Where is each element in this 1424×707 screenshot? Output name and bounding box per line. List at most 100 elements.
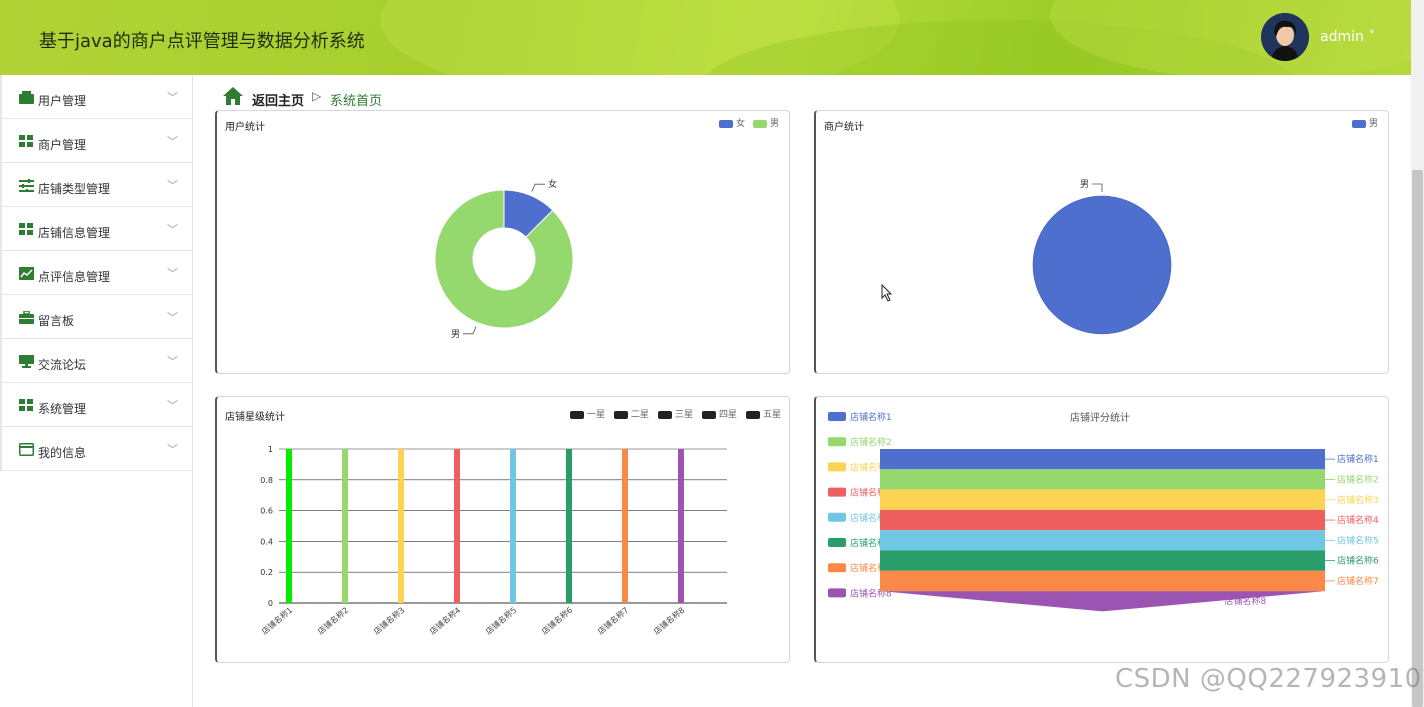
shop-rating-funnel-chart: 店铺名称1 店铺名称2 店铺名称3 店铺名称4 店铺名称5 店铺名称6 店铺名称7 店铺名称8… — [828, 411, 1379, 612]
wallet-icon — [19, 91, 34, 104]
legend-item[interactable]: 四星 — [702, 407, 737, 420]
legend-swatch — [702, 410, 716, 419]
sidebar-item-merchant-management[interactable]: 商户管理 ﹀ — [0, 119, 192, 163]
avatar[interactable] — [1261, 13, 1309, 61]
legend-swatch — [828, 437, 846, 447]
legend-swatch — [828, 487, 846, 497]
funnel-segment — [880, 550, 1325, 571]
x-tick-label: 店铺名称5 — [483, 605, 518, 637]
grid-icon — [19, 135, 33, 147]
chevron-down-icon: ﹀ — [167, 179, 178, 192]
user-pie-chart: 女男 — [434, 178, 574, 340]
sidebar-item-forum[interactable]: 交流论坛 ﹀ — [0, 339, 192, 383]
legend-label: 一星 — [587, 410, 606, 420]
funnel-label: 店铺名称3 — [1337, 494, 1379, 506]
pie-label-line — [463, 326, 477, 335]
bar — [342, 449, 348, 603]
x-tick-label: 店铺名称1 — [259, 605, 294, 637]
funnel-segment — [880, 591, 1325, 612]
funnel-segment — [880, 530, 1325, 551]
legend-item[interactable]: 五星 — [746, 407, 781, 420]
breadcrumb-separator: ▷ — [312, 89, 322, 103]
pie-slice — [1032, 195, 1172, 335]
bar — [286, 449, 292, 603]
sidebar-item-label: 留言板 — [38, 314, 75, 328]
grid-icon — [19, 223, 33, 235]
legend-swatch — [570, 410, 584, 419]
breadcrumb-current: 系统首页 — [330, 94, 383, 109]
sidebar-item-label: 我的信息 — [38, 446, 87, 460]
legend-item[interactable]: 男 — [1352, 116, 1378, 129]
sidebar-item-user-management[interactable]: 用户管理 ﹀ — [0, 75, 192, 119]
breadcrumb-home-link[interactable]: 返回主页 — [252, 94, 305, 109]
grid-icon — [19, 399, 33, 411]
legend-item[interactable]: 一星 — [570, 407, 605, 420]
chart-title: 店铺评分统计 — [1070, 413, 1130, 424]
bar — [678, 449, 684, 603]
legend-item[interactable]: 二星 — [614, 407, 649, 420]
chart-title: 用户统计 — [225, 122, 265, 133]
sidebar-item-my-info[interactable]: 我的信息 ﹀ — [0, 427, 192, 471]
y-tick-label: 1 — [268, 445, 273, 454]
sidebar-item-shop-info-management[interactable]: 店铺信息管理 ﹀ — [0, 207, 192, 251]
bar — [566, 449, 572, 603]
legend-label: 四星 — [719, 410, 738, 420]
scrollbar-thumb[interactable] — [1412, 170, 1423, 707]
x-tick-label: 店铺名称2 — [315, 605, 350, 637]
pie-label-line — [531, 183, 545, 192]
funnel-label: 店铺名称7 — [1337, 575, 1379, 587]
merchant-pie-chart: 男 — [1032, 179, 1172, 335]
top-header: 基于java的商户点评管理与数据分析系统 admin ˅ — [0, 0, 1411, 75]
chevron-down-icon: ﹀ — [167, 267, 178, 280]
home-icon[interactable] — [222, 86, 244, 106]
pie-label: 男 — [1080, 179, 1089, 190]
funnel-segment — [880, 570, 1325, 592]
sidebar-item-shop-type-management[interactable]: 店铺类型管理 ﹀ — [0, 163, 192, 207]
shop-star-panel: 店铺星级统计 一星 二星 三星 四星 五星 0 0.2 0.4 0.6 0.8 1 店铺名称… — [215, 396, 790, 663]
x-tick-label: 店铺名称8 — [651, 605, 686, 637]
y-tick-label: 0 — [268, 599, 273, 608]
pie-label: 女 — [548, 178, 557, 190]
briefcase-icon — [19, 311, 34, 324]
chart-title: 店铺星级统计 — [225, 412, 285, 423]
chevron-down-icon: ﹀ — [167, 91, 178, 104]
funnel-label: 店铺名称5 — [1337, 534, 1379, 546]
sidebar-item-label: 交流论坛 — [38, 358, 87, 372]
sidebar-item-label: 用户管理 — [38, 94, 87, 108]
bar — [454, 449, 460, 603]
legend-swatch — [828, 588, 846, 598]
legend-label: 男 — [770, 119, 780, 129]
legend-label: 三星 — [675, 410, 694, 420]
legend-label: 店铺名称1 — [850, 411, 892, 423]
pie-slice — [434, 189, 574, 329]
sidebar-item-label: 商户管理 — [38, 138, 87, 152]
chevron-down-icon: ﹀ — [167, 311, 178, 324]
line-chart-icon — [19, 267, 34, 280]
legend-item[interactable]: 男 — [753, 116, 779, 129]
funnel-label: 店铺名称1 — [1337, 453, 1379, 465]
sidebar-item-label: 系统管理 — [38, 402, 87, 416]
funnel-segment — [880, 489, 1325, 510]
chevron-down-icon: ﹀ — [167, 135, 178, 148]
shop-star-bar-chart: 0 0.2 0.4 0.6 0.8 1 店铺名称1 店铺名称2 店铺名称3 店铺名称4 店铺名称5 店… — [259, 445, 727, 637]
sidebar-item-label: 店铺类型管理 — [38, 182, 111, 196]
legend-label: 男 — [1369, 119, 1379, 129]
legend-item[interactable]: 女 — [719, 116, 745, 129]
avatar-image — [1261, 13, 1309, 61]
legend-swatch — [753, 119, 767, 128]
y-tick-label: 0.2 — [260, 568, 273, 577]
sidebar-item-label: 点评信息管理 — [38, 270, 111, 284]
legend-swatch — [658, 410, 672, 419]
user-menu[interactable]: admin ˅ — [1320, 29, 1376, 45]
user-stats-panel: 用户统计 女 男 女男 — [215, 110, 790, 374]
legend-swatch — [828, 462, 846, 472]
card-icon — [19, 443, 34, 456]
sidebar-item-system-management[interactable]: 系统管理 ﹀ — [0, 383, 192, 427]
bar — [398, 449, 404, 603]
legend-item[interactable]: 三星 — [658, 407, 693, 420]
funnel-label: 店铺名称6 — [1337, 555, 1379, 567]
chevron-down-icon: ﹀ — [167, 223, 178, 236]
sidebar-item-message-board[interactable]: 留言板 ﹀ — [0, 295, 192, 339]
legend-swatch — [828, 538, 846, 547]
sidebar-item-review-management[interactable]: 点评信息管理 ﹀ — [0, 251, 192, 295]
